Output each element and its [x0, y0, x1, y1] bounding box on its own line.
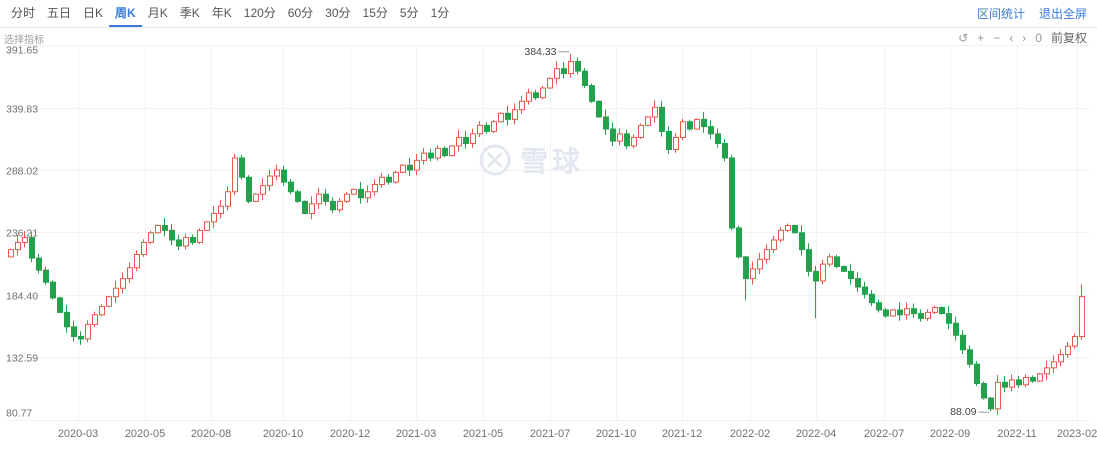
tab-period-10[interactable]: 15分 — [362, 6, 388, 20]
svg-text:2022-09: 2022-09 — [930, 428, 970, 440]
tab-period-6[interactable]: 年K — [211, 6, 232, 20]
x-axis-labels: 2020-03 2020-05 2020-08 2020-10 2020-12 2021-… — [58, 428, 1097, 440]
svg-text:2023-02: 2023-02 — [1057, 428, 1097, 440]
svg-text:88.09: 88.09 — [950, 406, 976, 418]
tab-period-11[interactable]: 5分 — [399, 6, 419, 20]
svg-text:2021-12: 2021-12 — [662, 428, 702, 440]
svg-text:2021-10: 2021-10 — [596, 428, 636, 440]
svg-text:2022-11: 2022-11 — [997, 428, 1037, 440]
pan-left-button[interactable]: ‹ — [1009, 30, 1014, 45]
svg-text:2021-03: 2021-03 — [396, 428, 436, 440]
svg-text:80.77: 80.77 — [6, 408, 32, 420]
svg-text:384.33: 384.33 — [524, 46, 556, 58]
chart-toolbar-header: 分时 五日 日K 周K 月K 季K 年K 120分 60分 30分 15分 5分 1分 区间统计 退出全屏 — [0, 0, 1097, 28]
tab-period-0[interactable]: 分时 — [11, 6, 36, 20]
pan-right-button[interactable]: › — [1022, 30, 1027, 45]
tab-period-12[interactable]: 1分 — [430, 6, 450, 20]
tab-period-1[interactable]: 五日 — [47, 6, 72, 20]
forward-adjust-button[interactable]: 前复权 — [1050, 31, 1087, 45]
tab-period-7[interactable]: 120分 — [243, 6, 276, 20]
select-indicator-link[interactable]: 选择指标 — [4, 35, 44, 46]
svg-text:2020-12: 2020-12 — [330, 428, 370, 440]
svg-text:2020-05: 2020-05 — [125, 428, 165, 440]
tab-period-8[interactable]: 60分 — [287, 6, 314, 20]
svg-text:391.65: 391.65 — [6, 45, 38, 57]
tab-period-5[interactable]: 季K — [179, 6, 200, 20]
svg-text:2022-02: 2022-02 — [730, 428, 770, 440]
reset-view-button[interactable]: ↺ — [958, 30, 969, 45]
svg-text:2021-05: 2021-05 — [463, 428, 503, 440]
tab-period-9[interactable]: 30分 — [325, 6, 351, 20]
svg-text:288.02: 288.02 — [6, 166, 38, 178]
restore-scale-button[interactable]: 0 — [1035, 30, 1042, 45]
gridlines — [8, 45, 1090, 421]
svg-text:2022-04: 2022-04 — [796, 428, 836, 440]
svg-text:339.83: 339.83 — [6, 104, 38, 116]
period-tabs: 分时 五日 日K 周K 月K 季K 年K 120分 60分 30分 15分 5分 1分 — [0, 0, 455, 27]
svg-text:2020-10: 2020-10 — [263, 428, 303, 440]
svg-text:2020-03: 2020-03 — [58, 428, 98, 440]
exit-fullscreen-link[interactable]: 退出全屏 — [1038, 7, 1087, 21]
chart-controls: ↺ + − ‹ › 0 前复权 — [958, 29, 1087, 46]
zoom-out-button[interactable]: − — [993, 30, 1001, 45]
y-axis-labels: 391.65 339.83 288.02 236.21 184.40 132.59 80.7… — [6, 45, 38, 420]
tab-period-2[interactable]: 日K — [83, 6, 104, 20]
interval-stats-link[interactable]: 区间统计 — [976, 7, 1025, 21]
svg-text:2021-07: 2021-07 — [530, 428, 570, 440]
svg-text:184.40: 184.40 — [6, 291, 38, 303]
svg-text:2022-07: 2022-07 — [864, 428, 904, 440]
header-links: 区间统计 退出全屏 — [977, 5, 1097, 22]
svg-text:236.21: 236.21 — [6, 228, 38, 240]
tab-period-3[interactable]: 周K — [109, 0, 142, 27]
tab-period-4[interactable]: 月K — [147, 6, 168, 20]
svg-text:132.59: 132.59 — [6, 353, 38, 365]
high-low-markers: 384.33 88.09 — [524, 46, 990, 418]
zoom-in-button[interactable]: + — [977, 30, 985, 45]
svg-text:2020-08: 2020-08 — [191, 428, 231, 440]
candles-layer — [8, 53, 1085, 415]
